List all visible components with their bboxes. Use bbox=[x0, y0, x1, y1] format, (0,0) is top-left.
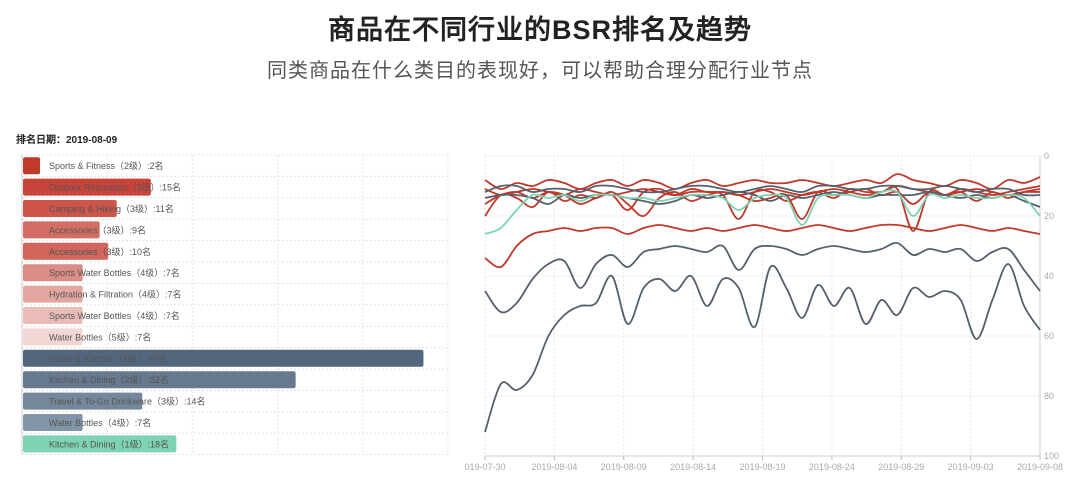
series-lines bbox=[484, 173, 1041, 433]
bar bbox=[23, 221, 100, 239]
rank-date: 排名日期：2019-08-09 bbox=[16, 131, 117, 146]
series-line bbox=[484, 189, 1041, 235]
bar bbox=[23, 435, 177, 453]
bar-label: Outdoor Recreation（3级）:15名 bbox=[49, 182, 181, 193]
x-tick-label: 2019-08-14 bbox=[670, 462, 716, 472]
bar-label: Water Bottles（5级）:7名 bbox=[49, 331, 151, 342]
rank-date-value: 2019-08-09 bbox=[66, 135, 118, 146]
page-title: 商品在不同行业的BSR排名及趋势 bbox=[327, 15, 752, 45]
x-tick-label: 2019-08-09 bbox=[601, 462, 647, 472]
y-tick-label: 100 bbox=[1044, 451, 1059, 461]
x-tick-label: 2019-08-19 bbox=[739, 462, 785, 472]
bar-label: Kitchen & Dining（2级）:32名 bbox=[49, 374, 169, 385]
x-tick-label: 2019-08-24 bbox=[809, 462, 855, 472]
bar-label: Sports Water Bottles（4级）:7名 bbox=[49, 267, 180, 278]
bar-label: Kitchen & Dining（1级）:18名 bbox=[49, 438, 169, 449]
bsr-trend-line-chart: 0 20 40 60 80 100 019-07-30 2019-08-04 2019-08-0… bbox=[465, 151, 1063, 472]
bar bbox=[23, 349, 424, 367]
x-tick-label: 2019-08-04 bbox=[531, 462, 577, 472]
bar bbox=[23, 392, 143, 410]
x-tick-label: 2019-09-03 bbox=[948, 462, 994, 472]
x-tick-label: 2019-08-29 bbox=[878, 462, 924, 472]
bar-label: Home & Kitchen（1级）:47名 bbox=[49, 353, 168, 364]
rank-date-label: 排名日期： bbox=[16, 135, 66, 146]
bar-label: Water Bottles（4级）:7名 bbox=[49, 417, 151, 428]
x-tick-label: 019-07-30 bbox=[465, 462, 506, 472]
bars: Sports & Fitness（2级）:2名 Outdoor Recreatio… bbox=[23, 157, 424, 453]
bar-label: Sports Water Bottles（4级）:7名 bbox=[49, 310, 180, 321]
bar-label: Sports & Fitness（2级）:2名 bbox=[49, 160, 164, 171]
x-tick-label: 2019-09-08 bbox=[1017, 462, 1063, 472]
bar bbox=[23, 178, 151, 196]
series-line bbox=[484, 191, 1041, 208]
series-line bbox=[484, 263, 1041, 433]
bar-label: Camping & Hiking（3级）:11名 bbox=[49, 203, 174, 214]
series-line bbox=[484, 223, 1041, 269]
y-tick-label: 20 bbox=[1044, 211, 1054, 221]
bar bbox=[23, 285, 83, 303]
bar bbox=[23, 328, 83, 346]
y-tick-label: 0 bbox=[1044, 151, 1049, 161]
bar-grid bbox=[21, 154, 449, 456]
bar-label: Accessories（3级）:10名 bbox=[49, 246, 151, 257]
page-subtitle: 同类商品在什么类目的表现好，可以帮助合理分配行业节点 bbox=[267, 60, 813, 82]
bar bbox=[23, 242, 109, 260]
bar bbox=[23, 264, 83, 282]
line-grid bbox=[484, 155, 1041, 457]
y-tick-label: 60 bbox=[1044, 331, 1054, 341]
series-line bbox=[484, 184, 1041, 197]
series-line bbox=[484, 242, 1041, 314]
bar bbox=[23, 371, 296, 389]
bar-label: Travel & To-Go Drinkware（3级）:14名 bbox=[49, 396, 206, 407]
bar bbox=[23, 307, 83, 324]
y-tick-label: 40 bbox=[1044, 271, 1054, 281]
category-rank-bar-chart: Sports & Fitness（2级）:2名 Outdoor Recreatio… bbox=[21, 154, 449, 456]
bar-label: Hydration & Filtration（4级）:7名 bbox=[49, 289, 182, 300]
bar bbox=[23, 200, 117, 217]
bar-label: Accessories（3级）:9名 bbox=[49, 224, 146, 235]
bar bbox=[23, 414, 83, 431]
bar bbox=[23, 157, 41, 175]
y-tick-label: 80 bbox=[1044, 391, 1054, 401]
